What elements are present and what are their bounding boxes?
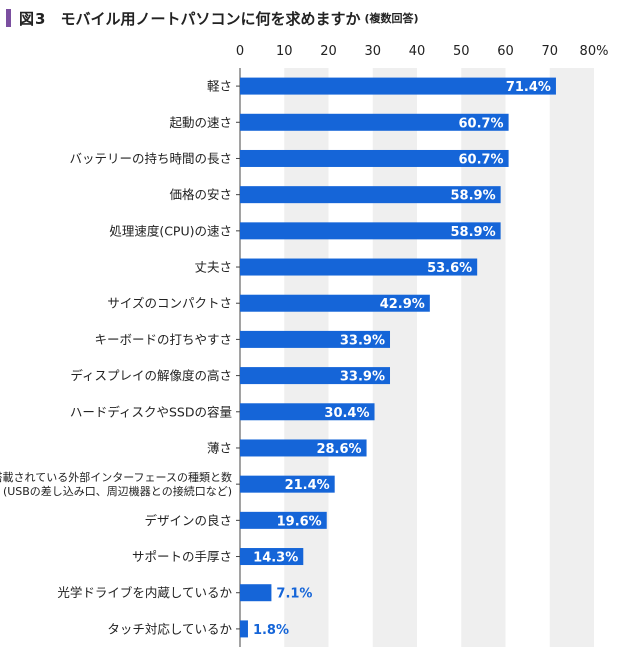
bar-value-label: 53.6% [427, 261, 472, 276]
category-label: 処理速度(CPU)の速さ [109, 223, 232, 238]
category-label: ディスプレイの解像度の高さ [70, 368, 232, 383]
bar [240, 620, 248, 638]
category-label: タッチ対応しているか [107, 621, 232, 636]
category-label: 丈夫さ [194, 260, 232, 275]
category-label: 搭載されている外部インターフェースの種類と数(USBの差し込み口、周辺機器との接… [0, 470, 232, 498]
bar [240, 113, 509, 131]
bar [240, 330, 391, 348]
category-label: ハードディスクやSSDの容量 [70, 404, 232, 419]
bar [240, 511, 327, 529]
x-tick-label: 70 [541, 44, 558, 59]
bar-value-label: 58.9% [451, 225, 496, 240]
bar-value-label: 19.6% [277, 514, 322, 529]
figure-number: 図3 [19, 9, 47, 28]
category-label: 薄さ [207, 440, 232, 455]
bar [240, 367, 391, 385]
x-tick-label: 0 [236, 44, 244, 59]
category-label: 起動の速さ [169, 115, 232, 130]
bar-value-label: 60.7% [458, 152, 503, 167]
chart-title: モバイル用ノートパソコンに何を求めますか [60, 9, 361, 28]
bar [240, 294, 430, 312]
bar-value-label: 60.7% [458, 116, 503, 131]
x-tick-label: 60 [497, 44, 514, 59]
bar [240, 439, 367, 457]
bar-value-label: 14.3% [253, 551, 298, 566]
category-label: サイズのコンパクトさ [107, 296, 232, 311]
x-tick-label: 80% [580, 44, 609, 59]
x-tick-label: 40 [409, 44, 426, 59]
bar [240, 186, 501, 204]
chart-header: 図3 モバイル用ノートパソコンに何を求めますか (複数回答) [6, 6, 419, 30]
bar-value-label: 28.6% [316, 442, 361, 457]
category-label: 軽さ [207, 79, 232, 94]
title-accent-bar [6, 9, 11, 27]
bar-value-label: 42.9% [380, 297, 425, 312]
bar-value-label: 33.9% [340, 370, 385, 385]
grid-band [549, 68, 594, 647]
category-label: デザインの良さ [144, 513, 232, 528]
bar [240, 475, 335, 493]
x-tick-label: 30 [364, 44, 381, 59]
category-label: 価格の安さ [169, 187, 232, 202]
bar-value-label: 71.4% [506, 80, 551, 95]
bar [240, 149, 509, 167]
bar-value-label: 7.1% [276, 587, 312, 602]
bar [240, 403, 375, 421]
x-tick-label: 50 [453, 44, 470, 59]
bar [240, 258, 478, 276]
category-label: バッテリーの持ち時間の長さ [69, 151, 232, 166]
bar-value-label: 1.8% [253, 623, 289, 638]
bar-value-label: 33.9% [340, 333, 385, 348]
category-label: サポートの手厚さ [132, 549, 232, 564]
x-tick-label: 20 [320, 44, 337, 59]
bar [240, 77, 556, 95]
x-tick-label: 10 [276, 44, 293, 59]
bar [240, 222, 501, 240]
bar [240, 584, 272, 602]
chart-subtitle: (複数回答) [364, 12, 419, 25]
category-label: キーボードの打ちやすさ [94, 332, 232, 347]
category-label: 光学ドライブを内蔵しているか [57, 585, 232, 600]
bar-value-label: 30.4% [324, 406, 369, 421]
bar [240, 548, 304, 566]
bar-value-label: 21.4% [285, 478, 330, 493]
bar-value-label: 58.9% [451, 189, 496, 204]
